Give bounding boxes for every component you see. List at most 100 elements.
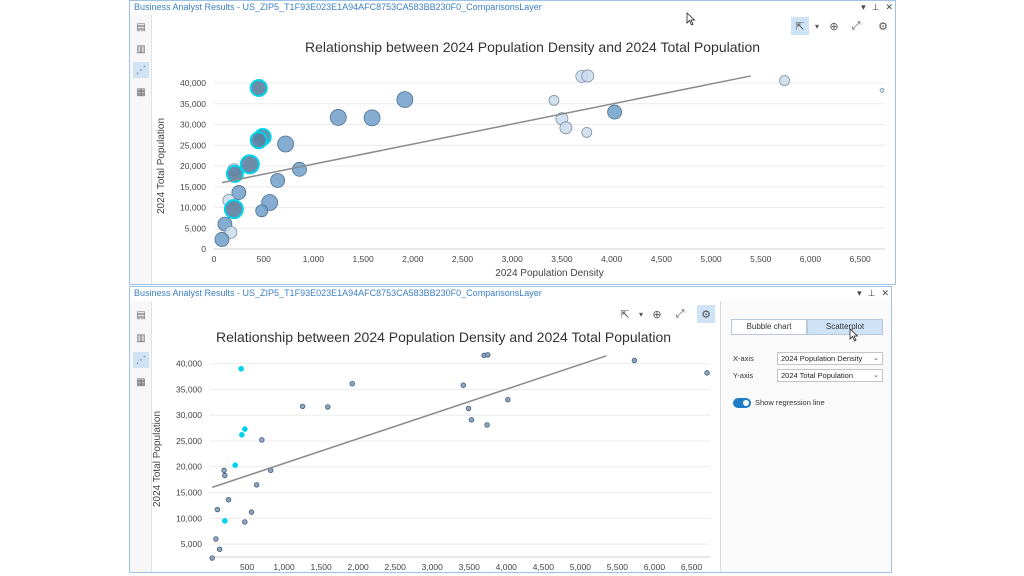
bubble-point — [225, 164, 244, 183]
x-tick-label: 500 — [257, 254, 271, 264]
bubble-point — [270, 173, 286, 188]
scatter-icon[interactable]: ⋰ — [133, 62, 149, 78]
y-tick-label: 5,000 — [181, 539, 203, 549]
scatter-point — [221, 467, 227, 474]
y-tick-label: 20,000 — [180, 161, 206, 171]
scatter-point — [704, 370, 710, 376]
bubble-chart[interactable]: 0 5,000 10,000 15,000 20,000 25,000 30,000 35,0… — [130, 15, 895, 285]
bubble-point — [559, 121, 573, 135]
y-tick-label: 25,000 — [180, 140, 206, 150]
close-icon[interactable]: ✕ — [881, 288, 889, 298]
scatterplot-chart[interactable]: 5,000 10,000 15,000 20,000 25,000 30,000 35,00… — [130, 301, 720, 573]
dropdown-icon[interactable]: ▾ — [857, 288, 862, 298]
dropdown-icon[interactable]: ▾ — [861, 2, 866, 12]
y-tick-label: 40,000 — [176, 359, 202, 369]
table-icon[interactable]: ▤ — [136, 21, 146, 33]
x-tick-label: 2,500 — [452, 254, 474, 264]
x-tick-label: 6,000 — [800, 254, 822, 264]
x-tick-label: 5,500 — [750, 254, 772, 264]
select-dropdown-icon[interactable]: ▾ — [814, 21, 819, 31]
y-axis-label: Y-axis — [733, 371, 754, 380]
x-tick-label: 6,000 — [644, 562, 666, 572]
scatter-point — [325, 404, 331, 410]
bubble-point — [396, 91, 414, 108]
scatter-point — [239, 431, 245, 438]
left-toolbar: ▤ ▥ ⋰ ▦ — [130, 301, 152, 572]
y-axis-select[interactable]: 2024 Total Population ⌄ — [777, 369, 883, 382]
bubble-point — [239, 154, 260, 175]
chevron-down-icon: ⌄ — [873, 372, 879, 379]
regression-line — [211, 355, 607, 489]
table-icon[interactable]: ▤ — [136, 309, 146, 321]
y-tick-label: 0 — [201, 244, 206, 254]
close-icon[interactable]: ✕ — [885, 2, 893, 12]
scatter-point — [222, 472, 228, 479]
x-tick-label: 4,000 — [496, 562, 518, 572]
grid-icon[interactable]: ▦ — [136, 376, 146, 388]
scatter-point — [484, 422, 490, 428]
bubble-chart-tab[interactable]: Bubble chart — [731, 319, 807, 335]
bubble-point — [223, 199, 244, 220]
full-extent-icon[interactable]: ⤢ — [851, 19, 861, 32]
y-tick-label: 30,000 — [180, 120, 206, 130]
x-axis-select[interactable]: 2024 Population Density ⌄ — [777, 352, 883, 365]
settings-icon[interactable]: ⚙ — [697, 305, 715, 323]
bubble-point — [779, 75, 790, 86]
y-tick-label: 40,000 — [180, 78, 206, 88]
cursor-icon — [686, 12, 696, 26]
x-tick-label: 0 — [212, 254, 217, 264]
bubble-point — [255, 204, 269, 218]
y-tick-label: 30,000 — [176, 410, 202, 420]
bubble-point — [292, 161, 307, 177]
settings-icon[interactable]: ⚙ — [878, 20, 888, 33]
x-tick-label: 6,500 — [681, 562, 703, 572]
scatter-point — [214, 506, 221, 513]
bar-chart-icon[interactable]: ▥ — [136, 43, 146, 55]
scatterplot-pane: Business Analyst Results - US_ZIP5_T1F93… — [129, 286, 892, 573]
regression-toggle-label: Show regression line — [755, 398, 825, 407]
x-tick-label: 6,500 — [850, 254, 872, 264]
bubble-chart-pane: Business Analyst Results - US_ZIP5_T1F93… — [129, 0, 896, 285]
scatter-icon[interactable]: ⋰ — [133, 352, 149, 368]
scatter-point — [299, 403, 306, 410]
select-tool-icon[interactable]: ⇱ — [620, 308, 630, 321]
scatter-point — [232, 462, 239, 469]
scatter-point — [253, 482, 260, 488]
pin-icon[interactable]: ⊥ — [867, 288, 876, 298]
pane-titlebar[interactable]: Business Analyst Results - US_ZIP5_T1F93… — [130, 287, 891, 301]
y-axis-title: 2024 Total Population — [156, 118, 167, 214]
scatterplot-tab[interactable]: Scatterplot — [807, 319, 883, 335]
select-tool-icon[interactable]: ⇱ — [791, 17, 809, 35]
bubble-point — [214, 232, 230, 247]
y-axis-title: 2024 Total Population — [152, 411, 163, 507]
scatter-point — [259, 437, 265, 443]
y-tick-label: 5,000 — [185, 223, 207, 233]
x-tick-label: 4,000 — [601, 254, 623, 264]
pane-titlebar[interactable]: Business Analyst Results - US_ZIP5_T1F93… — [130, 1, 895, 15]
select-dropdown-icon[interactable]: ▾ — [638, 309, 643, 319]
scatter-point — [241, 426, 248, 432]
scatter-point — [505, 396, 511, 403]
zoom-icon[interactable]: ⊕ — [652, 308, 662, 321]
x-axis-label: X-axis — [733, 354, 754, 363]
x-tick-label: 4,500 — [533, 562, 555, 572]
y-axis-value: 2024 Total Population — [781, 371, 854, 380]
grid-icon[interactable]: ▦ — [136, 86, 146, 98]
bubble-point — [879, 88, 885, 93]
scatter-point — [248, 509, 255, 515]
x-tick-label: 2,000 — [348, 562, 370, 572]
bar-chart-icon[interactable]: ▥ — [136, 332, 146, 344]
cursor-icon — [849, 328, 859, 342]
zoom-icon[interactable]: ⊕ — [829, 20, 839, 33]
scatter-point — [213, 536, 219, 542]
scatter-point — [216, 546, 223, 552]
scatter-point — [468, 417, 475, 423]
bubble-point — [581, 126, 593, 138]
scatter-point — [242, 519, 248, 525]
full-extent-icon[interactable]: ⤢ — [675, 307, 685, 320]
regression-toggle[interactable] — [733, 398, 751, 408]
pin-icon[interactable]: ⊥ — [871, 2, 880, 12]
left-toolbar: ▤ ▥ ⋰ ▦ — [130, 15, 152, 284]
y-tick-label: 10,000 — [180, 203, 206, 213]
chart-title: Relationship between 2024 Population Den… — [216, 329, 672, 345]
